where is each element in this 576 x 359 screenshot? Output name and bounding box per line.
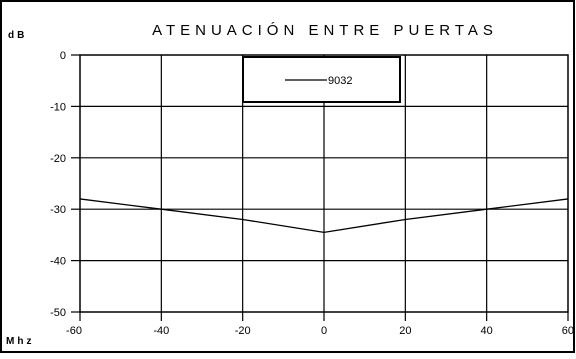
legend: 9032 bbox=[242, 56, 401, 103]
x-tick-label: 0 bbox=[321, 325, 327, 337]
y-tick-label: -20 bbox=[50, 153, 66, 165]
x-tick-label: 20 bbox=[399, 325, 411, 337]
series-lines bbox=[79, 198, 569, 233]
legend-label-9032: 9032 bbox=[328, 75, 352, 87]
x-tick-label: -20 bbox=[235, 325, 251, 337]
x-tick-label: -60 bbox=[66, 325, 82, 337]
y-tick-label: -50 bbox=[50, 307, 66, 319]
y-tick-label: -10 bbox=[50, 101, 66, 113]
x-tick-label: -40 bbox=[153, 325, 169, 337]
series-line-9032 bbox=[79, 198, 569, 233]
x-tick-label: 60 bbox=[562, 325, 574, 337]
y-tick-labels: 0 -10 -20 -30 -40 -50 bbox=[50, 50, 66, 319]
y-tick-label: 0 bbox=[60, 50, 66, 62]
y-axis-label: dB bbox=[8, 30, 27, 41]
y-tick-label: -30 bbox=[50, 204, 66, 216]
x-axis-label: Mhz bbox=[6, 336, 34, 347]
chart-title: ATENUACIÓN ENTRE PUERTAS bbox=[152, 22, 498, 39]
x-tick-label: 40 bbox=[481, 325, 493, 337]
y-tick-label: -40 bbox=[50, 256, 66, 268]
x-tick-labels: -60 -40 -20 0 20 40 60 bbox=[66, 325, 574, 337]
